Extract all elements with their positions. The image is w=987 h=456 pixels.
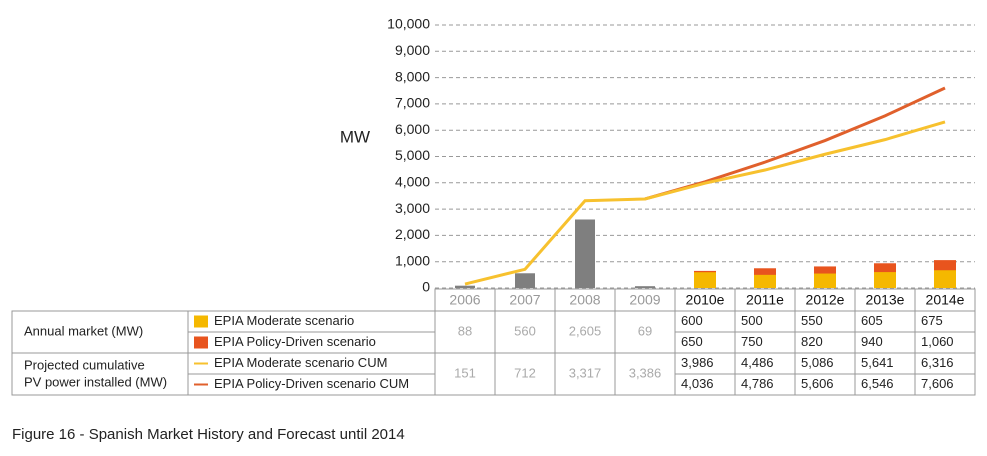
table-value: 69 <box>638 323 652 338</box>
table-value: 650 <box>681 334 703 349</box>
caption: Figure 16 - Spanish Market History and F… <box>12 426 405 443</box>
bar <box>754 274 776 288</box>
table-value: 151 <box>454 365 476 380</box>
bar <box>814 273 836 288</box>
table-value: 560 <box>514 323 536 338</box>
table-value: 605 <box>861 313 883 328</box>
row-label: Projected cumulative <box>24 357 145 372</box>
y-tick-label: 0 <box>422 279 430 295</box>
bar <box>694 272 716 288</box>
x-tick-label: 2008 <box>569 292 600 308</box>
x-tick-label: 2012e <box>806 292 845 308</box>
bar <box>575 219 595 288</box>
y-tick-label: 8,000 <box>395 68 430 84</box>
table-cell <box>914 373 976 396</box>
table-value: 3,386 <box>629 365 662 380</box>
table-value: 1,060 <box>921 334 954 349</box>
table-value: 600 <box>681 313 703 328</box>
y-tick-label: 4,000 <box>395 174 430 190</box>
table-value: 4,486 <box>741 355 774 370</box>
table-value: 6,546 <box>861 376 894 391</box>
table-value: 940 <box>861 334 883 349</box>
y-tick-label: 5,000 <box>395 147 430 163</box>
x-tick-label: 2014e <box>926 292 965 308</box>
y-tick-label: 2,000 <box>395 226 430 242</box>
legend-label: EPIA Moderate scenario <box>214 313 354 328</box>
table-value: 750 <box>741 334 763 349</box>
legend-label: EPIA Moderate scenario CUM <box>214 355 387 370</box>
table-value: 5,606 <box>801 376 834 391</box>
table-value: 3,317 <box>569 365 602 380</box>
table-value: 712 <box>514 365 536 380</box>
y-tick-label: 10,000 <box>387 16 430 32</box>
bar <box>874 272 896 288</box>
x-tick-label: 2007 <box>509 292 540 308</box>
table-value: 4,036 <box>681 376 714 391</box>
bar <box>455 285 475 288</box>
table-value: 3,986 <box>681 355 714 370</box>
table-value: 2,605 <box>569 323 602 338</box>
bar <box>934 270 956 288</box>
legend-swatch <box>194 336 208 349</box>
x-tick-label: 2011e <box>746 292 784 308</box>
legend-swatch <box>194 315 208 328</box>
x-tick-label: 2010e <box>686 292 725 308</box>
x-tick-label: 2009 <box>629 292 660 308</box>
y-tick-label: 3,000 <box>395 200 430 216</box>
x-tick-label: 2006 <box>449 292 480 308</box>
legend-label: EPIA Policy-Driven scenario <box>214 334 376 349</box>
table-value: 820 <box>801 334 823 349</box>
table-value: 5,086 <box>801 355 834 370</box>
row-label: PV power installed (MW) <box>24 374 167 389</box>
table-value: 5,641 <box>861 355 894 370</box>
table-value: 500 <box>741 313 763 328</box>
bar <box>635 286 655 288</box>
y-tick-label: 7,000 <box>395 95 430 111</box>
y-tick-label: 1,000 <box>395 252 430 268</box>
bar <box>515 273 535 288</box>
y-axis-label: MW <box>340 127 370 146</box>
table-value: 550 <box>801 313 823 328</box>
table-value: 7,606 <box>921 376 954 391</box>
y-tick-label: 6,000 <box>395 121 430 137</box>
row-label: Annual market (MW) <box>24 323 143 338</box>
y-tick-label: 9,000 <box>395 42 430 58</box>
table-value: 6,316 <box>921 355 954 370</box>
table-value: 4,786 <box>741 376 774 391</box>
table-value: 675 <box>921 313 943 328</box>
table-value: 88 <box>458 323 472 338</box>
x-tick-label: 2013e <box>866 292 905 308</box>
legend-label: EPIA Policy-Driven scenario CUM <box>214 376 409 391</box>
line-moderate <box>464 120 946 286</box>
